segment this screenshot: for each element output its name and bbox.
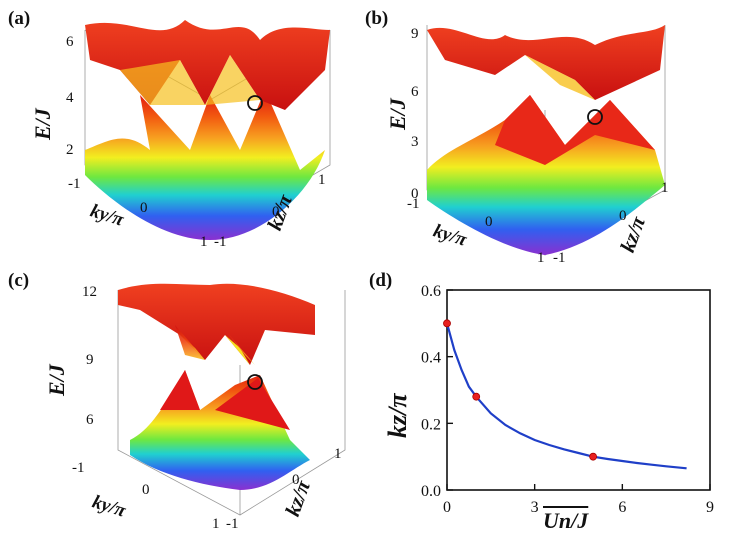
lower-band xyxy=(130,370,310,490)
y-tick: -1 xyxy=(226,516,239,532)
y-tick: -1 xyxy=(553,250,566,266)
y-tick-label: 0.2 xyxy=(421,416,441,433)
x-tick: 0 xyxy=(142,482,150,498)
x-tick: 1 xyxy=(200,234,208,250)
dirac-point-marker xyxy=(587,109,603,125)
upper-band xyxy=(427,25,665,100)
x-tick: 1 xyxy=(212,516,220,532)
x-tick-label: 3 xyxy=(531,499,539,516)
panel-label: (c) xyxy=(8,270,30,291)
panel-a: (a) E/J 6 4 2 -1 0 1 ky/π -1 0 1 kz/π xyxy=(0,0,350,260)
x-tick: 0 xyxy=(485,214,493,230)
z-tick: 0 xyxy=(411,186,419,202)
x-tick: -1 xyxy=(72,460,85,476)
data-point xyxy=(589,452,598,461)
y-tick-label: 0.4 xyxy=(421,350,441,367)
z-tick: 9 xyxy=(411,26,419,42)
x-tick-label: 6 xyxy=(618,499,626,516)
y-tick-label: 0.6 xyxy=(421,283,441,300)
x-axis-label: Un/J xyxy=(543,508,589,533)
z-tick: 12 xyxy=(82,284,97,300)
y-tick: 1 xyxy=(661,180,669,196)
x-tick: -1 xyxy=(407,196,420,212)
y-tick: 1 xyxy=(334,446,342,462)
panel-d: (d) 0 3 6 9 0.0 0.2 0.4 0.6 kz/π Un/J xyxy=(365,260,730,545)
z-tick: 3 xyxy=(411,134,419,150)
data-point xyxy=(472,392,481,401)
x-tick: 1 xyxy=(537,250,545,266)
data-point xyxy=(443,319,451,328)
upper-band xyxy=(85,20,330,110)
panel-label: (d) xyxy=(369,270,393,291)
panel-b: (b) E/J 9 6 3 0 -1 0 1 ky/π -1 0 1 kz/π xyxy=(365,0,730,270)
dirac-point-marker xyxy=(247,95,263,111)
plot-frame xyxy=(446,289,711,491)
y-tick: 0 xyxy=(292,472,300,488)
y-tick: 1 xyxy=(318,172,326,188)
panel-c: (c) E/J 12 9 6 -1 0 1 ky/π -1 0 1 kz/π xyxy=(0,260,360,545)
surface-plot xyxy=(117,283,346,516)
z-tick: 6 xyxy=(411,84,419,100)
x-tick-label: 0 xyxy=(443,499,451,516)
line-chart: 0 3 6 9 0.0 0.2 0.4 0.6 xyxy=(421,283,714,516)
surface-plot xyxy=(426,25,666,256)
z-tick: 6 xyxy=(86,412,94,428)
z-tick: 2 xyxy=(66,142,74,158)
z-tick: 6 xyxy=(66,34,74,50)
series-line xyxy=(445,323,687,470)
x-tick: -1 xyxy=(68,176,81,192)
dirac-point-marker xyxy=(247,374,263,390)
x-tick: 0 xyxy=(140,200,148,216)
y-tick: 0 xyxy=(619,208,627,224)
y-tick: -1 xyxy=(214,234,227,250)
x-tick-label: 9 xyxy=(706,499,714,516)
panel-label: (a) xyxy=(8,8,31,29)
upper-band xyxy=(118,283,315,365)
y-tick-label: 0.0 xyxy=(421,483,441,500)
lower-band xyxy=(85,90,325,240)
surface-plot xyxy=(84,20,331,240)
z-tick: 9 xyxy=(86,352,94,368)
y-axis-label: kz/π xyxy=(383,393,412,438)
y-tick: 0 xyxy=(272,204,280,220)
z-tick: 4 xyxy=(66,90,74,106)
panel-label: (b) xyxy=(365,8,389,29)
